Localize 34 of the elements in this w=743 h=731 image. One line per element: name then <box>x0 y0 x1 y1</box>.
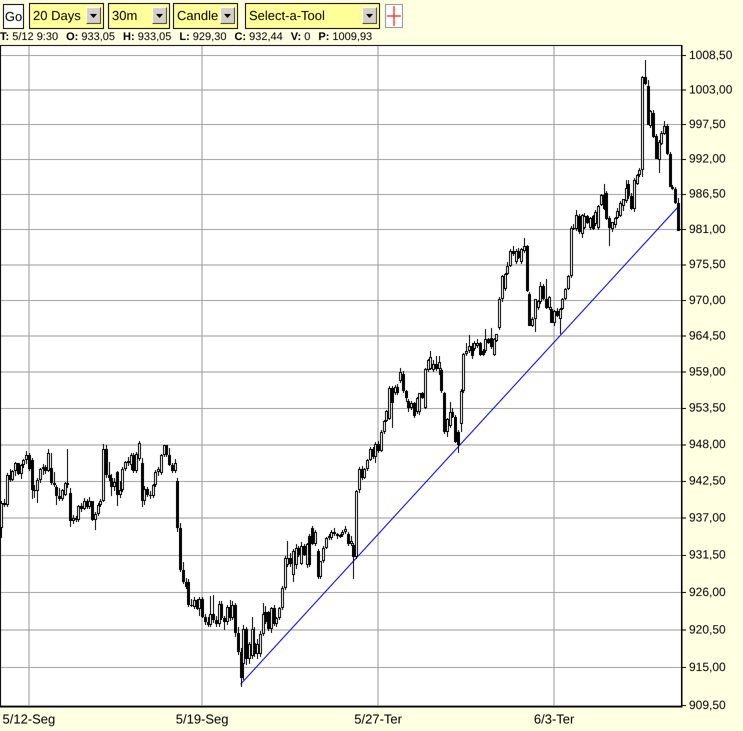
y-tick-label: 975,50 <box>689 257 726 272</box>
y-tick-label: 997,50 <box>689 116 726 131</box>
y-tick-label: 915,00 <box>689 660 726 674</box>
y-tick-label: 926,00 <box>689 584 726 599</box>
text: L: 929,30 <box>179 31 226 44</box>
text: H: 933,05 <box>123 31 172 44</box>
y-tick-label: 970,00 <box>689 292 726 307</box>
y-tick-label: 1003,00 <box>689 82 733 96</box>
x-tick-label: 6/3-Ter <box>534 711 576 726</box>
text: Select-a-Tool <box>249 7 325 25</box>
text: C: 932,44 <box>234 31 283 44</box>
y-tick-label: 981,00 <box>689 222 726 236</box>
text: 30m <box>112 7 138 25</box>
y-tick-label: 959,00 <box>689 364 726 379</box>
y-tick-label: 986,50 <box>689 186 726 201</box>
text: T: 5/12 9:30 <box>0 31 58 44</box>
text: Candle <box>177 7 218 25</box>
y-tick-label: 964,50 <box>689 328 726 343</box>
text: P: 1009,93 <box>318 31 372 44</box>
y-tick-label: 948,00 <box>689 437 726 452</box>
y-tick-label: 909,50 <box>689 698 726 712</box>
x-tick-label: 5/27-Ter <box>354 711 403 726</box>
y-tick-label: 1008,50 <box>689 48 733 62</box>
text: 20 Days <box>33 7 81 25</box>
text: O: 933,05 <box>66 31 116 44</box>
text: V: 0 <box>290 31 310 44</box>
y-tick-label: 992,00 <box>689 152 726 166</box>
y-tick-label: 931,50 <box>689 548 726 562</box>
y-tick-label: 953,50 <box>689 400 726 415</box>
x-tick-label: 5/19-Seg <box>176 711 229 726</box>
y-tick-label: 937,00 <box>689 510 726 525</box>
y-tick-label: 920,50 <box>689 622 726 636</box>
y-tick-label: 942,50 <box>689 474 726 488</box>
x-tick-label: 5/12-Seg <box>2 711 56 726</box>
